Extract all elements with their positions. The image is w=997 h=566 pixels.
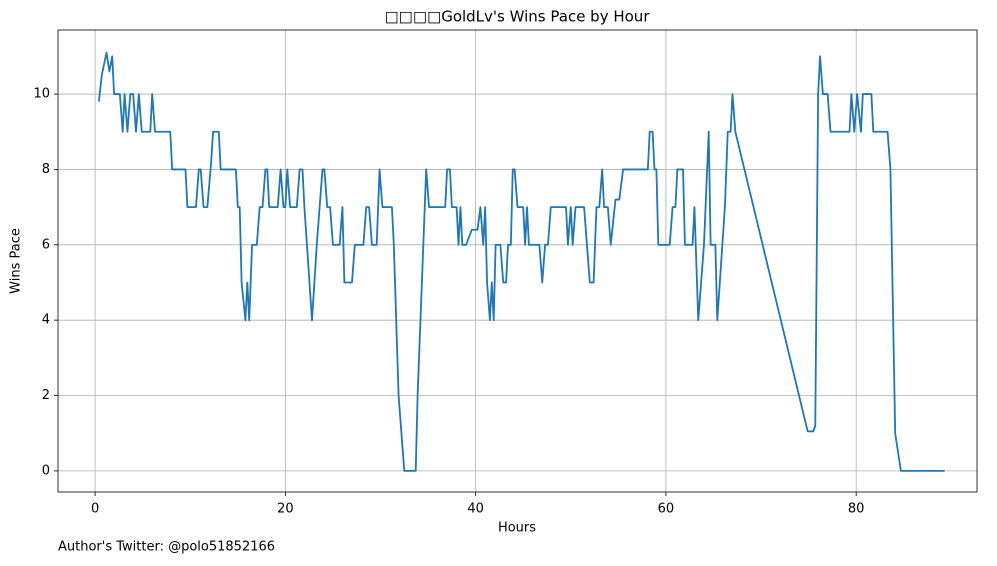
y-tick-label: 10 [33,87,50,102]
y-axis-label: Wins Pace [9,228,24,294]
y-tick-label: 0 [42,463,50,478]
y-tick-label: 8 [42,162,50,177]
y-tick-label: 4 [42,313,50,328]
chart-title: □□□□GoldLv's Wins Pace by Hour [385,8,651,26]
x-tick-label: 0 [91,502,99,517]
data-line [98,51,945,472]
footnote: Author's Twitter: @polo51852166 [58,540,275,555]
x-tick-label: 60 [658,502,675,517]
x-axis-label: Hours [498,521,536,536]
x-tick-label: 80 [848,502,865,517]
x-tick-label: 20 [277,502,294,517]
y-tick-label: 6 [42,237,50,252]
x-tick-label: 40 [467,502,484,517]
plot-frame [57,29,978,493]
y-tick-label: 2 [42,388,50,403]
